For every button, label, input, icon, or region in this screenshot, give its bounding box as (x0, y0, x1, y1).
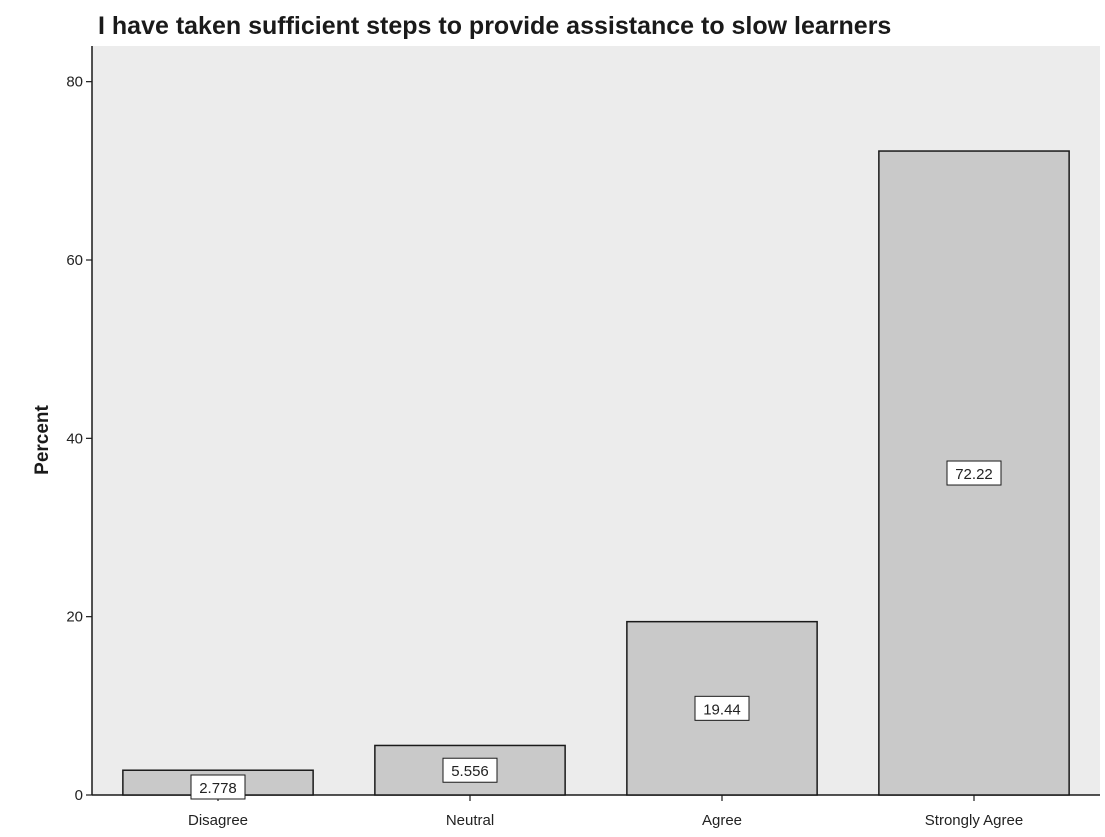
chart-title: I have taken sufficient steps to provide… (98, 12, 892, 40)
data-label-box (442, 757, 498, 783)
data-label: 5.556 (451, 763, 489, 780)
y-tick-label: 60 (66, 252, 83, 269)
y-tick-label: 0 (75, 787, 83, 804)
data-label: 19.44 (703, 701, 741, 718)
x-tick-label: Agree (702, 812, 742, 829)
y-tick-label: 80 (66, 74, 83, 91)
data-label-box (946, 460, 1002, 486)
y-tick-label: 20 (66, 609, 83, 626)
data-label: 2.778 (199, 780, 237, 797)
data-label: 72.22 (955, 466, 993, 483)
x-tick-label: Neutral (446, 812, 494, 829)
data-label-box (190, 774, 246, 800)
y-tick-label: 40 (66, 430, 83, 447)
x-tick-label: Disagree (188, 812, 248, 829)
x-tick-label: Strongly Agree (925, 812, 1023, 829)
data-label-box (694, 695, 750, 721)
